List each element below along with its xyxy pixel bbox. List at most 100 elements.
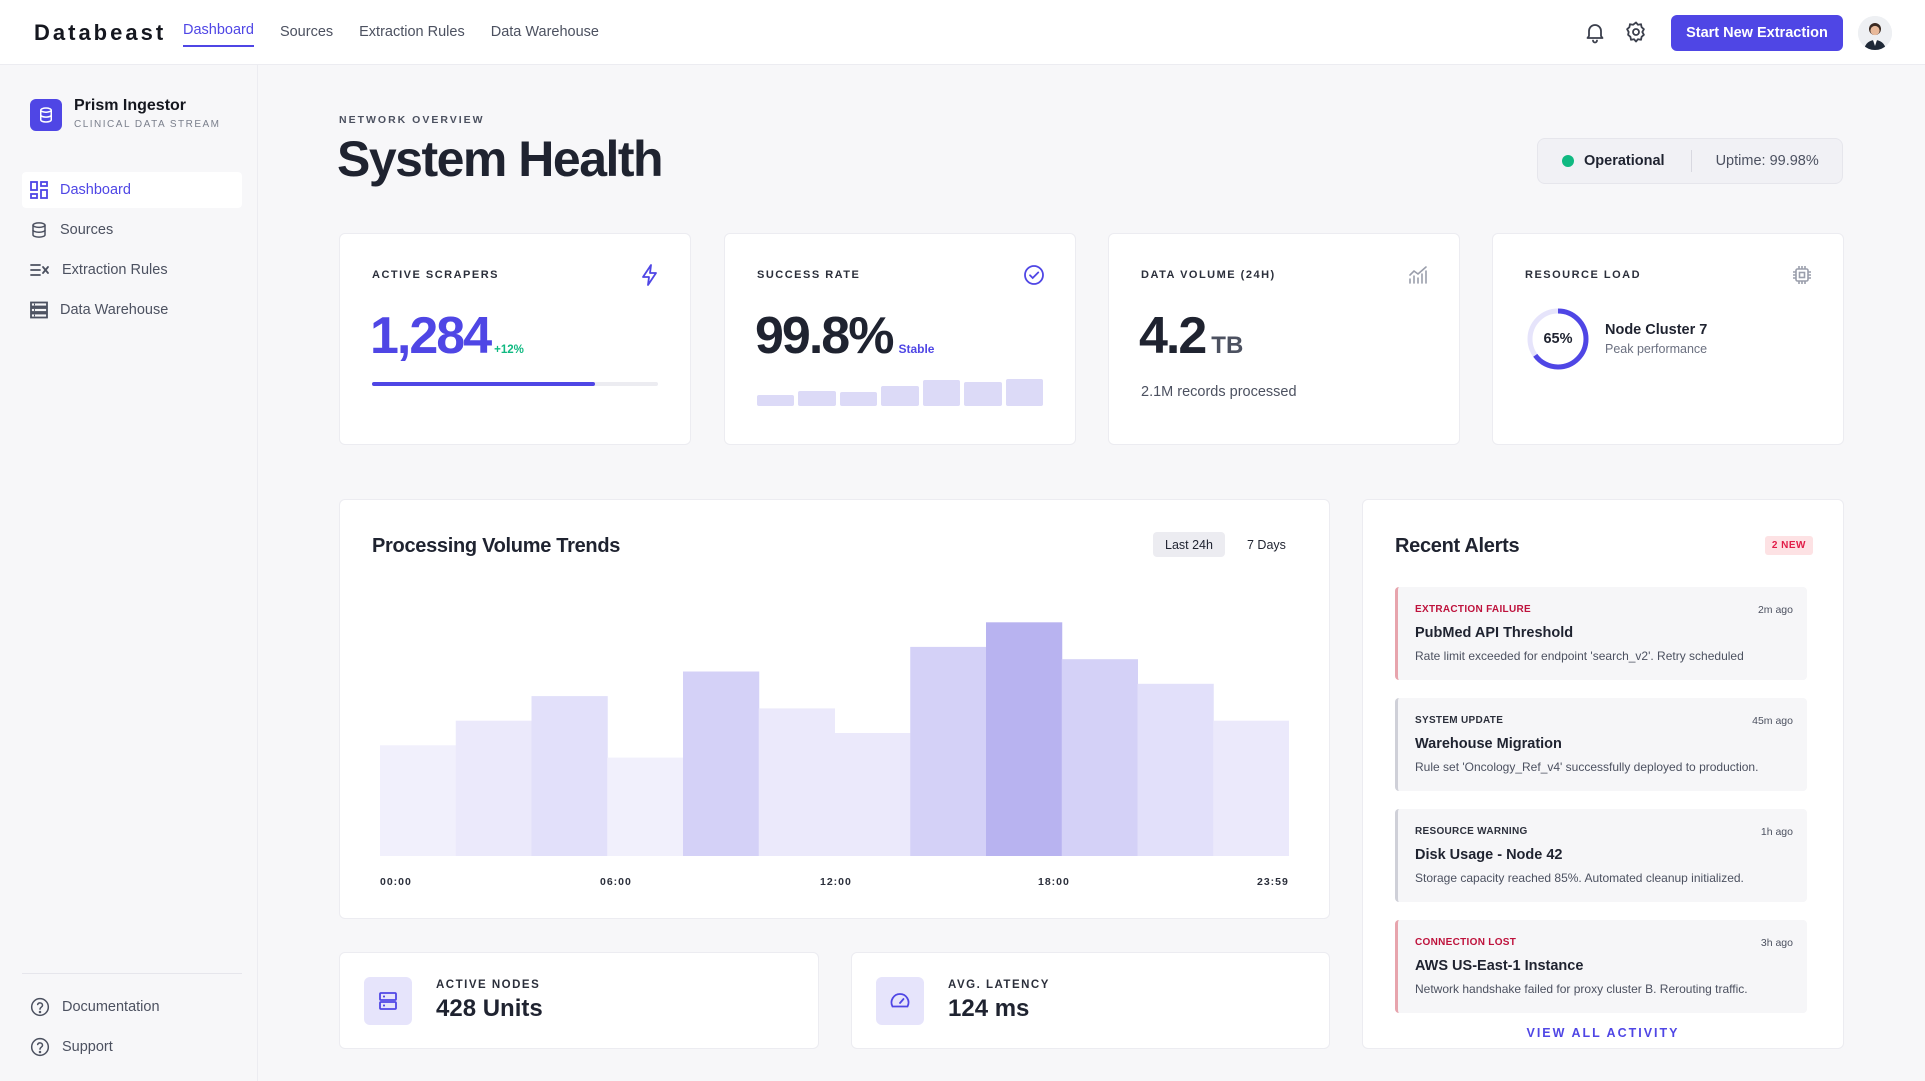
gear-icon[interactable]: [1624, 20, 1648, 44]
kpi-label: ACTIVE SCRAPERS: [372, 269, 500, 281]
workspace-name: Prism Ingestor: [74, 97, 187, 114]
support-icon: [31, 1037, 49, 1057]
kpi-number: 4.2: [1139, 307, 1207, 365]
alert-title: PubMed API Threshold: [1415, 625, 1574, 641]
alert-type: EXTRACTION FAILURE: [1415, 604, 1531, 615]
success-mini-bars: [757, 372, 1043, 406]
records-processed: 2.1M records processed: [1141, 384, 1297, 400]
top-nav: Dashboard Sources Extraction Rules Data …: [183, 0, 625, 65]
sidebar-item-label: Support: [62, 1039, 113, 1055]
x-tick-label: 06:00: [600, 876, 632, 888]
alert-type: RESOURCE WARNING: [1415, 826, 1528, 837]
node-subtitle: Peak performance: [1605, 342, 1708, 356]
stat-value: 428 Units: [436, 995, 543, 1022]
top-bar: Databeast Dashboard Sources Extraction R…: [0, 0, 1925, 65]
sidebar-item-extraction-rules[interactable]: Extraction Rules: [22, 252, 242, 288]
status-separator: [1690, 150, 1692, 172]
alert-title: Disk Usage - Node 42: [1415, 847, 1563, 863]
sidebar-item-label: Sources: [60, 222, 114, 238]
trend-bar: [1213, 720, 1289, 856]
mini-bar: [757, 395, 795, 406]
kpi-value: 1,284 +12%: [370, 306, 524, 366]
alert-type: SYSTEM UPDATE: [1415, 715, 1504, 726]
x-tick-label: 12:00: [820, 876, 852, 888]
trend-bar: [531, 696, 608, 856]
mini-bar: [964, 382, 1002, 406]
alert-description: Rate limit exceeded for endpoint 'search…: [1415, 649, 1744, 663]
alert-description: Rule set 'Oncology_Ref_v4' successfully …: [1415, 760, 1759, 774]
kpi-note: Stable: [898, 342, 935, 356]
sidebar-item-documentation[interactable]: Documentation: [22, 989, 242, 1025]
x-tick-label: 00:00: [380, 876, 412, 888]
brand-logo[interactable]: Databeast: [34, 20, 167, 45]
alert-time: 45m ago: [1752, 715, 1793, 727]
alert-item[interactable]: CONNECTION LOST 3h ago AWS US-East-1 Ins…: [1395, 920, 1807, 1013]
topnav-sources[interactable]: Sources: [279, 24, 334, 40]
new-alerts-badge: 2 NEW: [1764, 536, 1813, 555]
trend-bar: [910, 646, 987, 856]
sidebar-item-data-warehouse[interactable]: Data Warehouse: [22, 292, 242, 328]
topnav-dashboard[interactable]: Dashboard: [183, 0, 254, 65]
avatar[interactable]: [1858, 16, 1892, 50]
alert-item[interactable]: SYSTEM UPDATE 45m ago Warehouse Migratio…: [1395, 698, 1807, 791]
range-7-days-button[interactable]: 7 Days: [1235, 532, 1298, 557]
alert-title: AWS US-East-1 Instance: [1415, 958, 1584, 974]
alert-time: 1h ago: [1760, 826, 1793, 838]
alert-item[interactable]: EXTRACTION FAILURE 2m ago PubMed API Thr…: [1395, 587, 1807, 680]
resource-percent: 65%: [1543, 331, 1573, 347]
stat-label: ACTIVE NODES: [436, 979, 541, 991]
range-last-24h-button[interactable]: Last 24h: [1153, 532, 1225, 557]
dashboard-icon: [30, 181, 48, 199]
page-title: System Health: [337, 131, 664, 187]
kpi-trend: +12%: [494, 344, 524, 356]
stat-card-avg-latency: AVG. LATENCY 124 ms: [851, 952, 1330, 1049]
trend-bar: [834, 733, 911, 856]
status-badge: Operational Uptime: 99.98%: [1537, 138, 1843, 184]
sidebar-item-sources[interactable]: Sources: [22, 212, 242, 248]
alert-type: CONNECTION LOST: [1415, 937, 1517, 948]
sidebar: Prism Ingestor CLINICAL DATA STREAM Dash…: [0, 65, 258, 1081]
speedometer-icon: [876, 977, 924, 1025]
view-all-activity-link[interactable]: VIEW ALL ACTIVITY: [1526, 1026, 1680, 1040]
check-circle-icon: [1023, 264, 1045, 291]
alert-description: Network handshake failed for proxy clust…: [1415, 982, 1748, 996]
kpi-card-data-volume: DATA VOLUME (24H) 4.2 TB 2.1M records pro…: [1108, 233, 1460, 445]
stat-card-active-nodes: ACTIVE NODES 428 Units: [339, 952, 819, 1049]
stat-value: 124 ms: [948, 995, 1030, 1022]
alerts-title: Recent Alerts: [1395, 535, 1520, 557]
trend-bar: [986, 622, 1063, 856]
kpi-value: 4.2 TB: [1139, 306, 1243, 366]
sidebar-item-dashboard[interactable]: Dashboard: [22, 172, 242, 208]
processing-volume-card: Processing Volume Trends Last 24h 7 Days…: [339, 499, 1330, 919]
sidebar-item-label: Extraction Rules: [62, 262, 168, 278]
chart-title: Processing Volume Trends: [372, 535, 621, 557]
scrapers-progress-fill: [372, 382, 596, 386]
help-circle-icon: [30, 997, 50, 1017]
database-icon: [30, 99, 62, 131]
x-tick-label: 23:59: [1257, 876, 1289, 888]
bell-icon[interactable]: [1583, 20, 1607, 44]
sidebar-item-label: Documentation: [62, 999, 160, 1015]
mini-bar: [798, 391, 836, 406]
trend-bar: [758, 708, 835, 856]
lightning-icon: [640, 264, 660, 291]
scrapers-progress-bar: [372, 382, 658, 386]
kpi-card-resource-load: RESOURCE LOAD 65% Node Cluster 7 Peak pe…: [1492, 233, 1844, 445]
workspace-subtitle: CLINICAL DATA STREAM: [74, 119, 221, 130]
start-new-extraction-button[interactable]: Start New Extraction: [1671, 15, 1843, 51]
trend-bar: [683, 671, 760, 856]
recent-alerts-card: Recent Alerts 2 NEW EXTRACTION FAILURE 2…: [1362, 499, 1844, 1049]
node-name: Node Cluster 7: [1605, 322, 1708, 338]
topnav-extraction-rules[interactable]: Extraction Rules: [359, 24, 465, 40]
uptime-text: Uptime: 99.98%: [1715, 153, 1819, 169]
analytics-icon: [1407, 264, 1429, 291]
topnav-data-warehouse[interactable]: Data Warehouse: [490, 24, 599, 40]
mini-bar: [839, 391, 878, 406]
sidebar-item-support[interactable]: Support: [22, 1029, 242, 1065]
kpi-label: DATA VOLUME (24H): [1141, 269, 1276, 281]
trend-bar: [607, 757, 684, 856]
alert-title: Warehouse Migration: [1415, 736, 1562, 752]
mini-bar: [1005, 379, 1043, 406]
alert-item[interactable]: RESOURCE WARNING 1h ago Disk Usage - Nod…: [1395, 809, 1807, 902]
server-icon: [364, 977, 412, 1025]
